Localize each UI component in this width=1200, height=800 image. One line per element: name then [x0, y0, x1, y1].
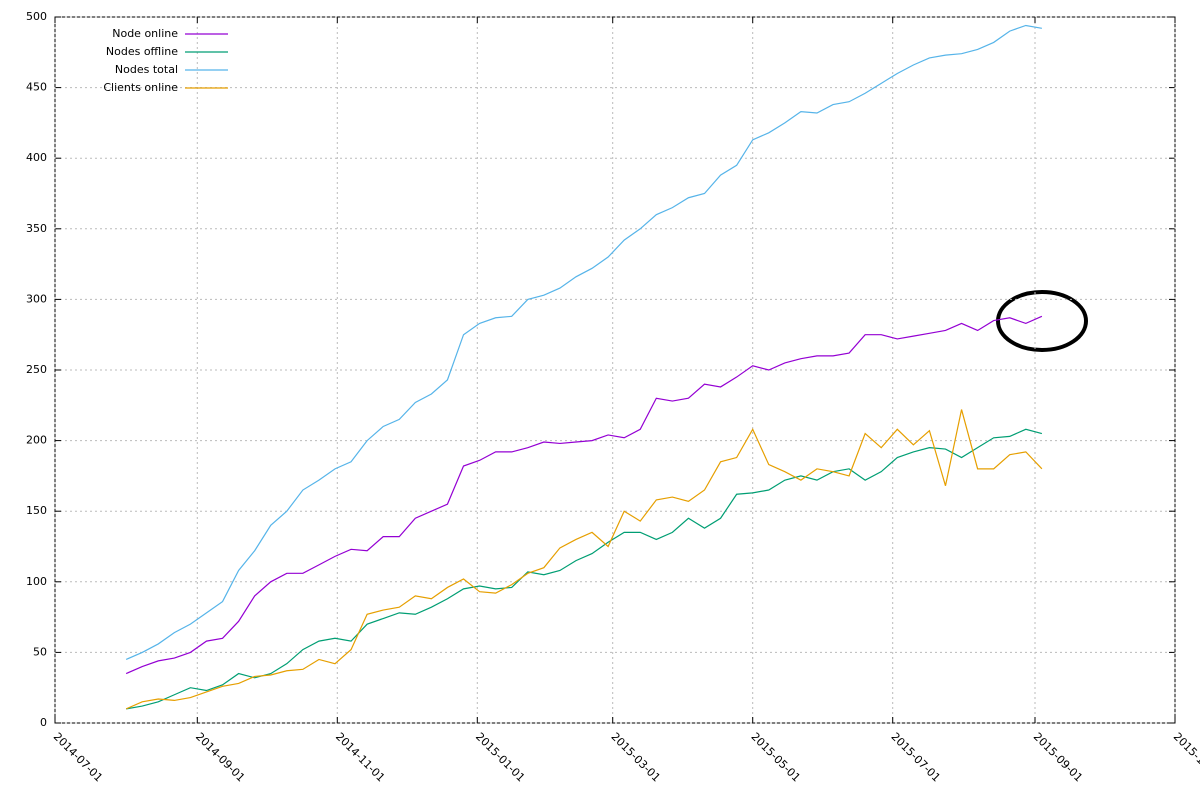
x-tick-label: 2015-11-01 [1171, 730, 1200, 784]
x-tick-label: 2015-07-01 [888, 730, 942, 784]
series-line [125, 409, 1043, 710]
y-tick-label: 400 [26, 151, 47, 164]
series-line [126, 428, 1043, 710]
x-tick-label: 2014-09-01 [193, 730, 247, 784]
legend-label: Nodes total [115, 63, 178, 76]
x-tick-label: 2015-01-01 [473, 730, 527, 784]
x-tick-label: 2015-03-01 [608, 730, 662, 784]
hand-drawn-circle [996, 290, 1088, 352]
y-tick-label: 50 [33, 645, 47, 658]
y-tick-label: 450 [26, 81, 47, 94]
y-tick-label: 200 [26, 434, 47, 447]
legend-label: Nodes offline [106, 45, 178, 58]
y-tick-label: 250 [26, 363, 47, 376]
legend-label: Node online [112, 27, 178, 40]
x-tick-label: 2014-11-01 [333, 730, 387, 784]
x-tick-label: 2014-07-01 [51, 730, 105, 784]
y-tick-label: 150 [26, 504, 47, 517]
y-tick-label: 100 [26, 575, 47, 588]
series-line [125, 315, 1043, 675]
y-tick-label: 300 [26, 292, 47, 305]
x-tick-label: 2015-09-01 [1031, 730, 1085, 784]
legend-label: Clients online [103, 81, 178, 94]
y-tick-label: 500 [26, 10, 47, 23]
y-tick-label: 0 [40, 716, 47, 729]
series-line [125, 24, 1042, 661]
y-tick-label: 350 [26, 222, 47, 235]
x-tick-label: 2015-05-01 [748, 730, 802, 784]
